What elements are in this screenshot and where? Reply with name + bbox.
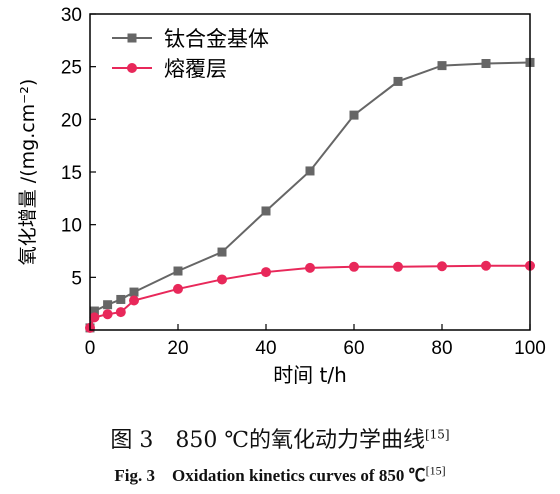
data-point (305, 166, 315, 176)
data-point (261, 267, 271, 278)
plot-frame (89, 13, 531, 331)
y-tick-label: 25 (61, 58, 82, 79)
y-tick-label: 20 (61, 110, 82, 131)
data-point (349, 261, 359, 272)
data-point (217, 274, 227, 285)
x-tick-label: 20 (167, 338, 188, 359)
y-tick-label: 5 (71, 268, 82, 289)
axis-ticks: 0 20 40 60 80 100 5 10 15 20 25 30 (61, 5, 546, 359)
series-1 (85, 260, 535, 333)
x-tick-label: 60 (343, 338, 364, 359)
data-point (173, 266, 183, 276)
data-point (89, 306, 99, 316)
data-point (102, 309, 113, 320)
data-point (305, 262, 315, 273)
data-point (173, 283, 183, 294)
data-point (481, 260, 491, 271)
legend-label: 熔覆层 (164, 57, 227, 81)
data-point (89, 312, 100, 323)
data-point (393, 261, 403, 272)
data-point (349, 110, 359, 120)
legend-marker (127, 63, 137, 73)
caption-chinese-ref: [15] (424, 427, 450, 442)
data-point (437, 261, 447, 272)
x-tick-label: 100 (514, 338, 546, 359)
x-tick-label: 40 (255, 338, 276, 359)
data-point (481, 59, 491, 69)
y-tick-label: 30 (61, 5, 82, 26)
series-layer (85, 57, 535, 333)
series-line (89, 61, 531, 329)
data-point (103, 300, 113, 310)
data-point (393, 76, 403, 86)
caption-chinese: 图 3 850 ℃的氧化动力学曲线[15] (0, 422, 560, 454)
caption-english-ref: [15] (425, 463, 446, 478)
data-point (217, 247, 227, 257)
y-axis-label: 氧化增量 /(mg.cm⁻²) (17, 79, 39, 265)
data-point (129, 295, 139, 306)
legend-marker (127, 33, 137, 43)
data-point (437, 61, 447, 71)
legend-label: 钛合金基体 (164, 27, 269, 51)
x-tick-label: 80 (431, 338, 452, 359)
data-point (261, 206, 271, 216)
data-point (115, 307, 126, 318)
x-axis-label: 时间 t/h (273, 363, 347, 387)
caption-english-text: Fig. 3 Oxidation kinetics curves of 850 … (114, 466, 426, 485)
data-point (129, 287, 139, 297)
series-0 (85, 57, 535, 333)
series-line (89, 264, 530, 329)
y-tick-label: 15 (61, 163, 82, 184)
caption-chinese-text: 图 3 850 ℃的氧化动力学曲线 (110, 428, 425, 453)
x-tick-label: 0 (85, 338, 96, 359)
data-point (116, 294, 126, 304)
y-tick-label: 10 (61, 216, 82, 237)
axis-labels: 时间 t/h 氧化增量 /(mg.cm⁻²) (17, 79, 347, 387)
caption-english: Fig. 3 Oxidation kinetics curves of 850 … (0, 461, 560, 486)
